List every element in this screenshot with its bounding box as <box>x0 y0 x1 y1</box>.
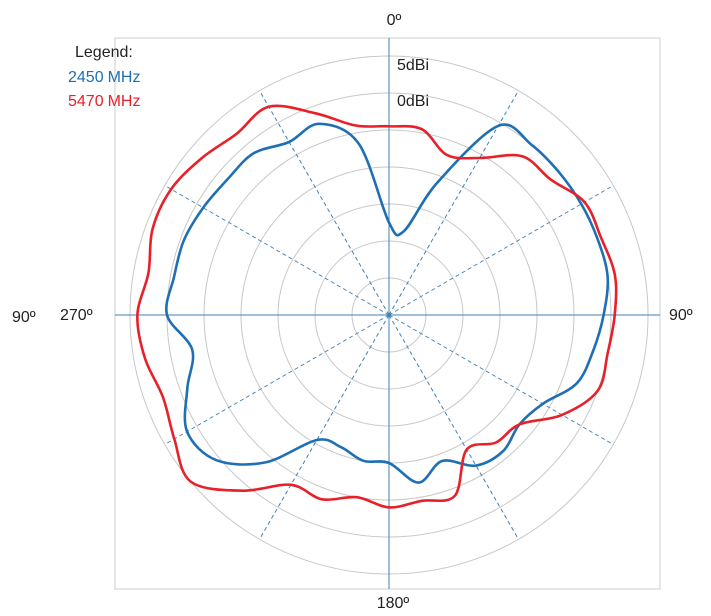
angle-label-right: 90º <box>669 307 693 324</box>
ring-label-5dbi: 5dBi <box>397 57 429 74</box>
legend-title: Legend: <box>75 44 133 61</box>
spoke-150 <box>388 314 519 540</box>
legend-entry-5470-number: 5470 <box>68 93 104 110</box>
legend-entry-2450: 2450 MHz <box>68 69 140 86</box>
legend: Legend: 2450 MHz 5470 MHz <box>68 44 140 110</box>
legend-entry-5470-unit: MHz <box>108 93 141 110</box>
spoke-300 <box>164 185 390 316</box>
spoke-210 <box>259 314 390 540</box>
series-line-2450mhz <box>165 122 610 484</box>
angle-label-bottom: 180º <box>377 595 410 612</box>
spoke-330 <box>259 90 390 316</box>
angle-label-top: 0º <box>387 12 402 29</box>
plot-frame <box>114 37 661 590</box>
angle-label-left-inner: 270º <box>60 307 93 324</box>
series-line-5470mhz <box>136 104 618 509</box>
spoke-60 <box>388 185 614 316</box>
legend-entry-2450-unit: MHz <box>108 69 141 86</box>
angle-label-left-outer: 90º <box>12 309 36 326</box>
spoke-240 <box>164 314 390 445</box>
legend-entry-5470: 5470 MHz <box>68 93 140 110</box>
spokes <box>164 90 614 540</box>
ring-label-0dbi: 0dBi <box>397 93 429 110</box>
spoke-120 <box>388 314 614 445</box>
series-group <box>136 104 618 509</box>
legend-entry-2450-number: 2450 <box>68 69 104 86</box>
spoke-30 <box>388 90 519 316</box>
